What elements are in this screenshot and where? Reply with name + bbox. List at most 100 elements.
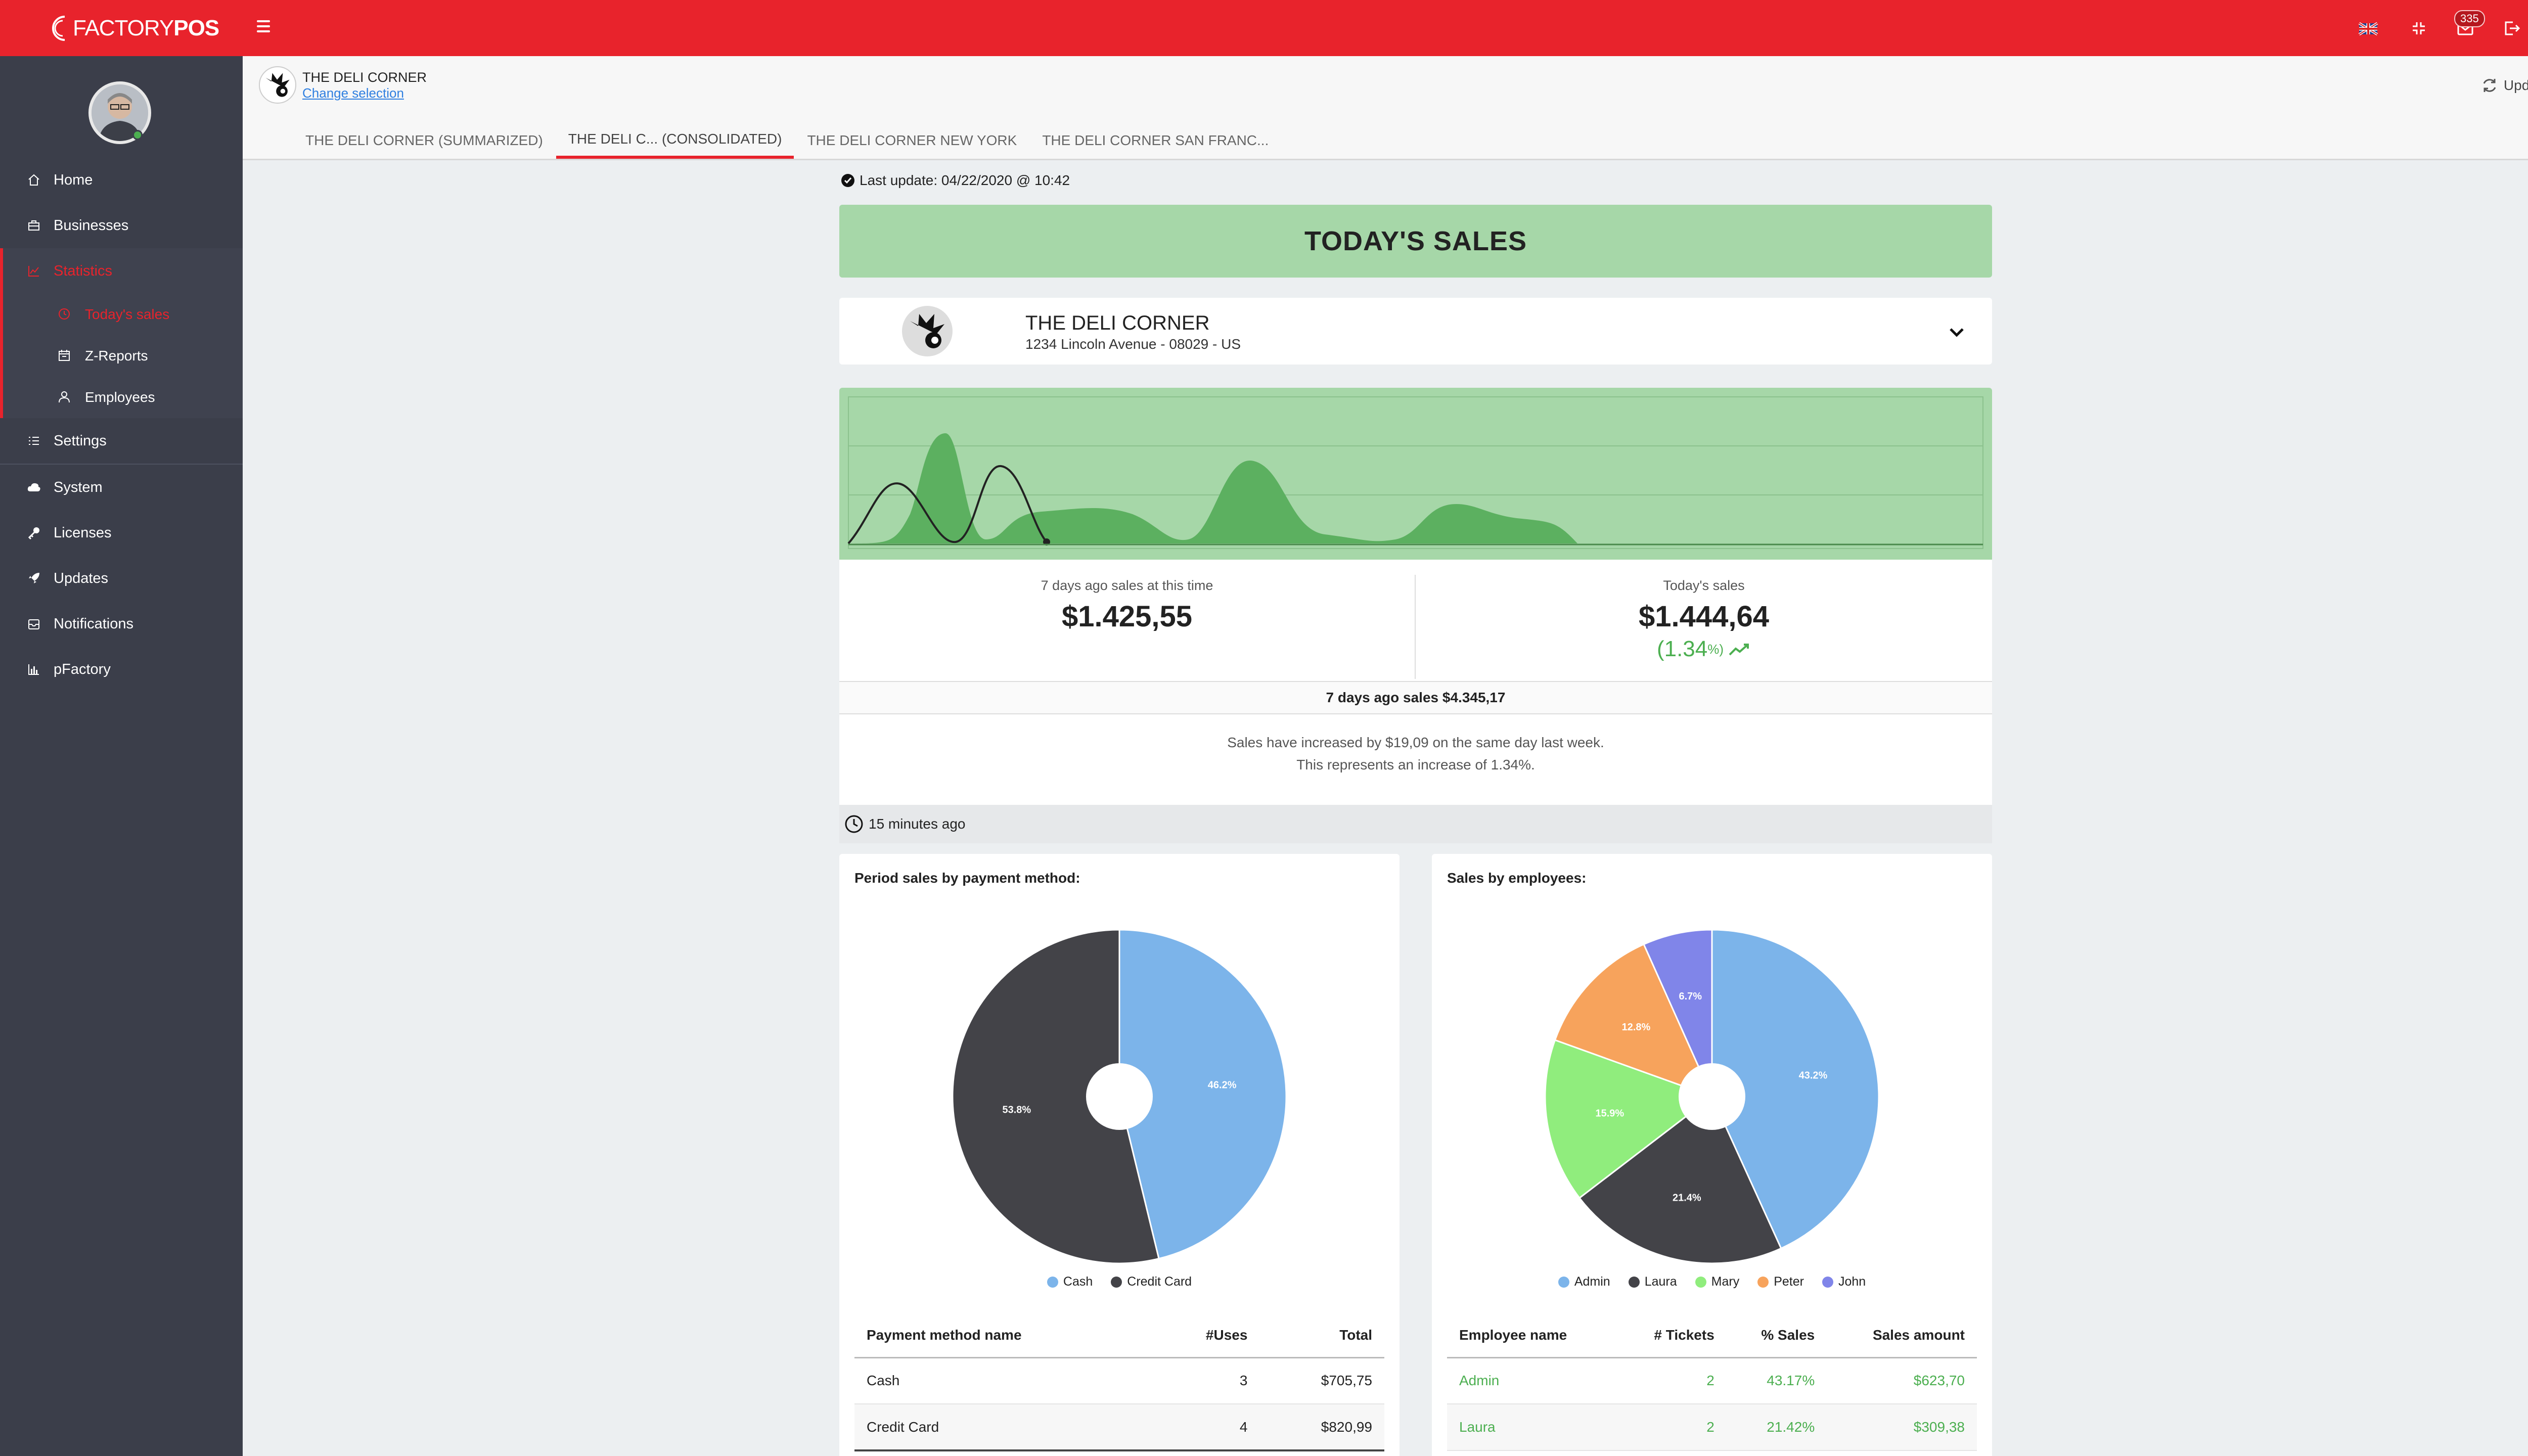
bar-chart-icon (26, 662, 41, 677)
tab-san-francisco[interactable]: THE DELI CORNER SAN FRANC... (1042, 132, 1269, 148)
legend-label: Admin (1574, 1275, 1610, 1289)
sidebar-item-statistics[interactable]: Statistics (0, 248, 243, 294)
pie-slice-admin[interactable] (1711, 929, 1880, 1250)
refresh-icon (2483, 79, 2496, 92)
logo-text-bold: POS (173, 16, 219, 40)
today-stat-label: Today's sales (1663, 578, 1745, 593)
business-logo-icon[interactable] (259, 66, 296, 104)
sidebar-subitem-todays-sales[interactable]: Today's sales (0, 294, 243, 335)
sidebar-subitem-label: Today's sales (85, 306, 170, 322)
legend-item-cash[interactable]: Cash (1047, 1275, 1093, 1289)
uk-flag-icon[interactable] (2358, 18, 2378, 38)
list-icon (26, 433, 41, 448)
employee-name-cell: Laura (1447, 1404, 1617, 1451)
table-row[interactable]: Cash 3 $705,75 (854, 1357, 1384, 1404)
payment-uses-cell: 3 (1150, 1357, 1260, 1404)
payment-uses-cell: 4 (1150, 1404, 1260, 1451)
table-header-row: Employee name # Tickets % Sales Sales am… (1447, 1314, 1977, 1358)
column-header[interactable]: Employee name (1447, 1314, 1617, 1358)
last-week-sales-line (847, 465, 1048, 544)
column-header[interactable]: #Uses (1150, 1314, 1260, 1358)
last-week-total-sales: 7 days ago sales $4.345,17 (839, 681, 1992, 714)
donut-hole (1086, 1063, 1153, 1130)
clock-icon (58, 307, 72, 322)
notification-count-badge: 335 (2454, 10, 2485, 27)
legend-dot (1695, 1276, 1706, 1288)
pie-slice-credit-card[interactable] (952, 929, 1160, 1264)
factorypos-logo[interactable]: FACTORYPOS (50, 14, 219, 42)
pie-slice-label: 46.2% (1208, 1080, 1237, 1091)
last-week-stat: 7 days ago sales at this time $1.425,55 (839, 575, 1416, 679)
sidebar-item-updates[interactable]: Updates (0, 556, 243, 601)
sidebar-subitem-z-reports[interactable]: Z-Reports (0, 335, 243, 377)
sidebar-item-notifications[interactable]: Notifications (0, 601, 243, 647)
tab-new-york[interactable]: THE DELI CORNER NEW YORK (807, 132, 1017, 148)
column-header[interactable]: % Sales (1726, 1314, 1827, 1358)
legend-label: John (1838, 1275, 1866, 1289)
key-icon (26, 525, 41, 540)
sidebar: Home Businesses Statistics Today's sales… (0, 56, 243, 1456)
tab-consolidated[interactable]: THE DELI C... (CONSOLIDATED) (556, 122, 794, 159)
sales-description: Sales have increased by $19,09 on the sa… (839, 732, 1992, 776)
sidebar-item-home[interactable]: Home (0, 157, 243, 203)
calendar-icon (58, 349, 72, 363)
sidebar-item-label: Businesses (54, 217, 129, 234)
sidebar-divider (0, 464, 243, 465)
table-row[interactable]: Laura 2 21.42% $309,38 (1447, 1404, 1977, 1451)
legend-item-credit-card[interactable]: Credit Card (1111, 1275, 1192, 1289)
sidebar-item-label: Notifications (54, 615, 133, 632)
legend-label: Credit Card (1127, 1275, 1192, 1289)
menu-toggle-icon[interactable] (257, 20, 270, 33)
chevron-down-icon[interactable] (1948, 323, 1966, 341)
pie-slice-john[interactable] (1643, 929, 1713, 1097)
home-icon (26, 172, 41, 188)
pie-slice-cash[interactable] (1118, 929, 1287, 1260)
payment-panel-title: Period sales by payment method: (854, 870, 1080, 886)
pie-slice-label: 15.9% (1595, 1108, 1624, 1119)
pie-slice-peter[interactable] (1554, 943, 1713, 1098)
table-row[interactable]: Credit Card 4 $820,99 (854, 1404, 1384, 1451)
pie-slice-label: 53.8% (1002, 1104, 1031, 1115)
column-header[interactable]: Payment method name (854, 1314, 1151, 1358)
user-icon (58, 390, 72, 404)
employee-name-cell: Admin (1447, 1357, 1617, 1404)
legend-item-admin[interactable]: Admin (1558, 1275, 1610, 1289)
column-header[interactable]: Sales amount (1827, 1314, 1977, 1358)
column-header[interactable]: Total (1259, 1314, 1384, 1358)
sidebar-item-label: pFactory (54, 661, 111, 677)
store-card[interactable]: THE DELI CORNER 1234 Lincoln Avenue - 08… (839, 298, 1992, 365)
sales-description-line-1: Sales have increased by $19,09 on the sa… (1227, 735, 1604, 750)
percent-value: (1.34 (1656, 636, 1708, 661)
legend-item-mary[interactable]: Mary (1695, 1275, 1739, 1289)
sidebar-subitem-employees[interactable]: Employees (0, 377, 243, 418)
business-name: THE DELI CORNER (302, 70, 427, 85)
last-update-text: Last update: 04/22/2020 @ 10:42 (860, 172, 1070, 188)
sidebar-item-licenses[interactable]: Licenses (0, 510, 243, 556)
todays-sales-banner: TODAY'S SALES (839, 205, 1992, 278)
sidebar-item-businesses[interactable]: Businesses (0, 203, 243, 248)
sidebar-item-system[interactable]: System (0, 465, 243, 510)
legend-label: Laura (1644, 1275, 1677, 1289)
column-header[interactable]: # Tickets (1617, 1314, 1727, 1358)
logout-icon[interactable] (2502, 18, 2522, 38)
legend-dot (1047, 1276, 1058, 1288)
sidebar-item-settings[interactable]: Settings (0, 418, 243, 464)
employee-tickets-cell: 2 (1617, 1404, 1727, 1451)
pie-slice-label: 12.8% (1622, 1022, 1651, 1033)
legend-item-peter[interactable]: Peter (1757, 1275, 1804, 1289)
legend-item-laura[interactable]: Laura (1628, 1275, 1677, 1289)
sidebar-subitem-label: Employees (85, 389, 155, 405)
change-selection-link[interactable]: Change selection (302, 85, 404, 101)
pie-slice-laura[interactable] (1578, 1095, 1782, 1264)
logo-text-regular: FACTORY (73, 16, 174, 40)
legend-item-john[interactable]: John (1822, 1275, 1866, 1289)
table-row[interactable]: Admin 2 43.17% $623,70 (1447, 1357, 1977, 1404)
last-week-stat-label: 7 days ago sales at this time (1041, 578, 1213, 593)
compress-icon[interactable] (2409, 18, 2429, 38)
update-all-button[interactable]: Update all (2480, 76, 2528, 95)
tab-summarized[interactable]: THE DELI CORNER (SUMMARIZED) (305, 132, 543, 148)
pie-slice-mary[interactable] (1544, 1039, 1714, 1199)
payment-table: Payment method name #Uses Total Cash 3 $… (854, 1314, 1384, 1451)
sidebar-item-pfactory[interactable]: pFactory (0, 647, 243, 692)
sales-sparkline-chart (839, 388, 1992, 560)
